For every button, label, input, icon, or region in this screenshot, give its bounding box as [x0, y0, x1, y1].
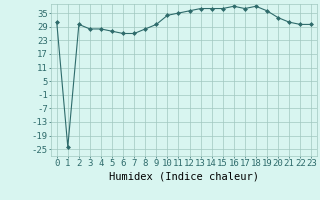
X-axis label: Humidex (Indice chaleur): Humidex (Indice chaleur)	[109, 171, 259, 181]
